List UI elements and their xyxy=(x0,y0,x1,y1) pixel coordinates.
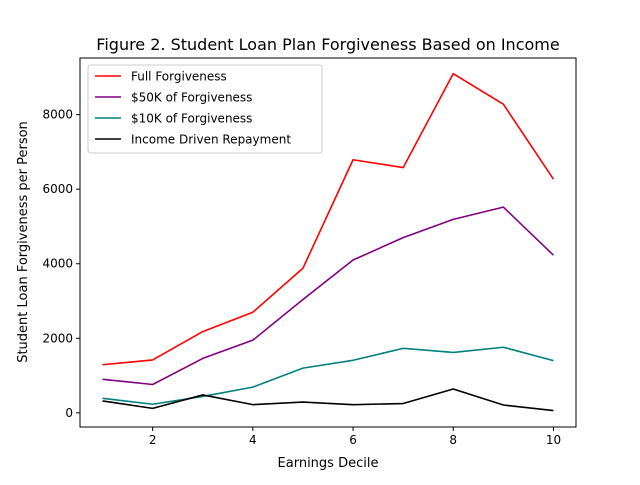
plot-area: 2 4 6 8 10 0 2000 4000 6000 8000 xyxy=(42,57,577,447)
legend-label-1: $50K of Forgiveness xyxy=(131,91,252,105)
series-line-0 xyxy=(102,72,555,366)
y-axis-label: Student Loan Forgiveness per Person xyxy=(16,121,31,363)
legend-label-3: Income Driven Repayment xyxy=(131,133,291,147)
y-tick-label: 0 xyxy=(65,406,73,420)
axes-frame xyxy=(79,57,577,428)
y-tick-label: 2000 xyxy=(42,331,73,345)
x-tick-label: 4 xyxy=(249,433,257,447)
x-tick-label: 8 xyxy=(449,433,457,447)
legend: Full Forgiveness $50K of Forgiveness $10K … xyxy=(87,64,323,154)
x-axis-label: Earnings Decile xyxy=(278,456,379,471)
legend-label-0: Full Forgiveness xyxy=(131,70,227,84)
y-tick-label: 6000 xyxy=(42,182,73,196)
x-tick-label: 6 xyxy=(349,433,357,447)
series-line-2 xyxy=(102,346,554,406)
legend-label-2: $10K of Forgiveness xyxy=(131,112,252,126)
legend-box xyxy=(87,64,323,154)
series-line-1 xyxy=(102,206,555,386)
x-tick-label: 2 xyxy=(149,433,157,447)
x-tick-label: 10 xyxy=(546,433,561,447)
series-line-3 xyxy=(102,388,554,412)
chart-title: Figure 2. Student Loan Plan Forgiveness … xyxy=(96,35,559,54)
y-tick-label: 8000 xyxy=(42,108,73,122)
y-tick-label: 4000 xyxy=(42,257,73,271)
